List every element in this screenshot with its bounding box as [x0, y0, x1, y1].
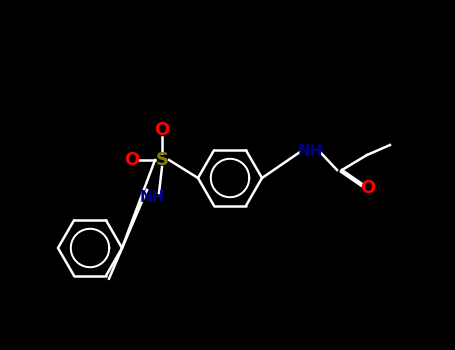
Text: NH: NH: [139, 190, 165, 205]
Text: O: O: [154, 121, 170, 139]
Text: S: S: [156, 151, 168, 169]
Text: O: O: [124, 151, 140, 169]
Text: O: O: [360, 179, 376, 197]
Text: NH: NH: [297, 145, 323, 160]
